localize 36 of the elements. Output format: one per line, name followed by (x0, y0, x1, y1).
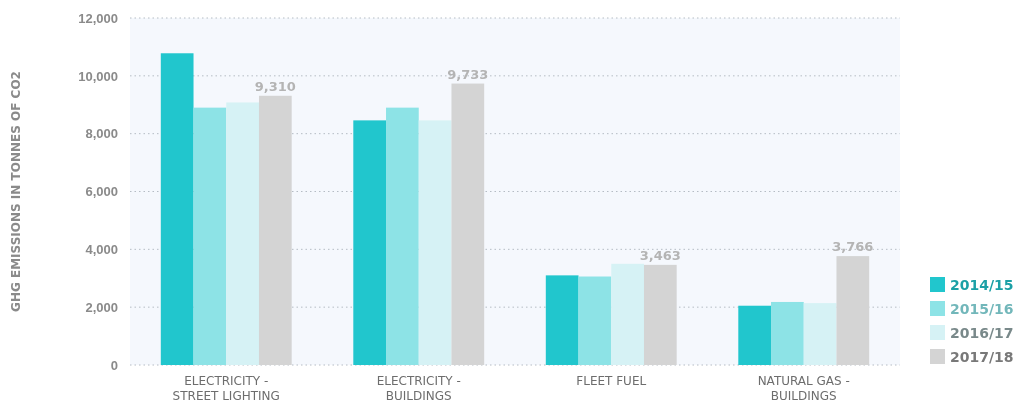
bar (193, 107, 227, 365)
bar (160, 53, 194, 365)
data-label: 9,310 (254, 78, 296, 94)
data-label: 9,733 (447, 66, 489, 82)
bar (611, 263, 644, 365)
data-label: 3,766 (832, 239, 874, 255)
bar (643, 264, 677, 365)
y-tick-label: 4,000 (85, 241, 118, 257)
bar (451, 83, 485, 365)
y-tick-label: 12,000 (78, 10, 118, 26)
bar (545, 275, 579, 365)
x-tick-label: ELECTRICITY - STREET LIGHTING (172, 374, 280, 403)
bar (418, 120, 452, 365)
y-tick-label: 8,000 (85, 126, 118, 142)
legend-label: 2017/18 (950, 349, 1014, 365)
bar (771, 301, 804, 365)
bar (258, 95, 292, 365)
x-tick-label: NATURAL GAS - BUILDINGS (757, 374, 850, 403)
bar (738, 305, 772, 365)
bar (836, 256, 870, 365)
y-tick-label: 0 (110, 357, 118, 373)
bar (386, 107, 419, 365)
y-tick-label: 10,000 (78, 68, 118, 84)
legend-label: 2016/17 (950, 325, 1014, 341)
legend-label: 2015/16 (950, 301, 1014, 317)
data-label: 3,463 (639, 247, 681, 263)
y-tick-label: 6,000 (85, 184, 118, 200)
x-tick-label: ELECTRICITY - BUILDINGS (376, 374, 461, 403)
y-tick-label: 2,000 (85, 299, 118, 315)
bar (226, 102, 259, 365)
bar (803, 303, 837, 365)
y-axis-title: GHG EMISSIONS IN TONNES OF CO2 (9, 71, 23, 312)
x-tick-label: FLEET FUEL (576, 374, 647, 388)
bar (578, 276, 612, 365)
legend-label: 2014/15 (950, 277, 1014, 293)
bar (353, 120, 387, 365)
